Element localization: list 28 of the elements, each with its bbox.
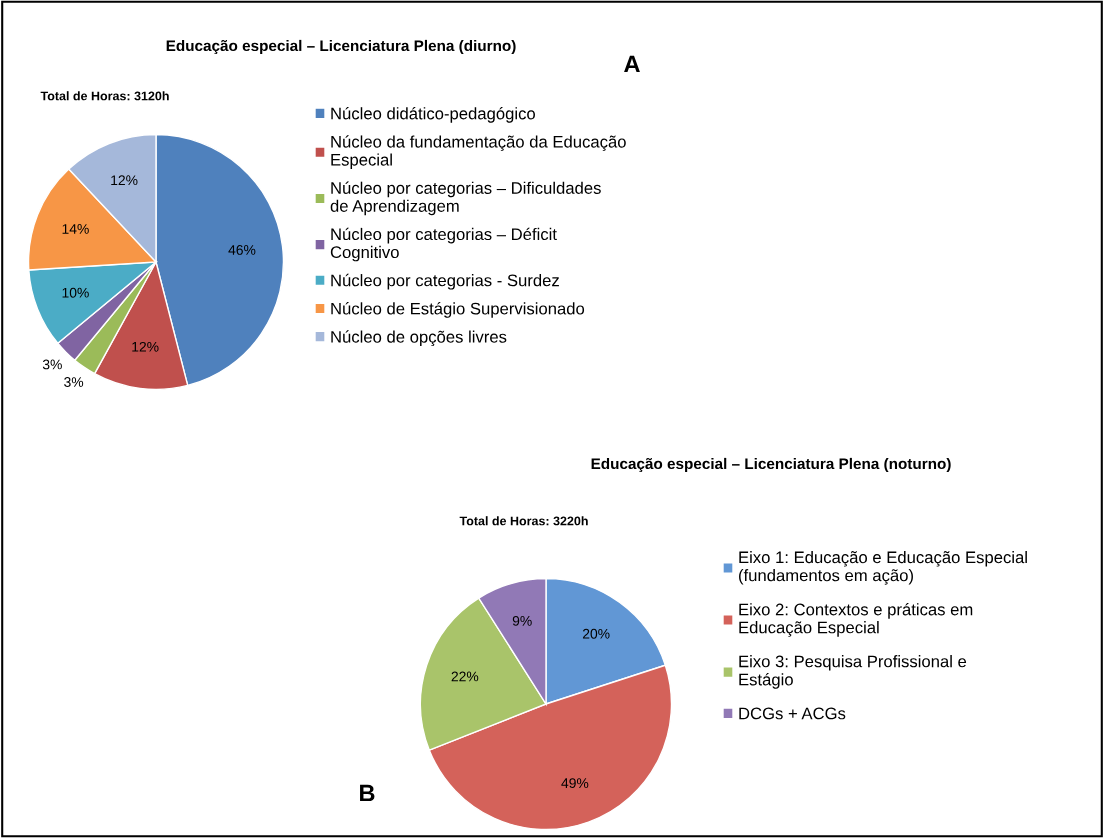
legend-label: Núcleo didático-pedagógico (331, 107, 535, 123)
data-label: 20% (582, 628, 610, 639)
chart-title: Educação especial – Licenciatura Plena (noturno) (591, 457, 951, 473)
text: Total de Horas: 3120h (40, 91, 169, 101)
data-label: 9% (512, 615, 532, 626)
legend-label: Eixo 2: Contextos e práticas em Educação Especial (739, 602, 973, 637)
data-label: 3% (42, 359, 62, 370)
data-label: 12% (111, 175, 138, 186)
data-label: 14% (62, 224, 89, 234)
data-label: 3% (64, 377, 84, 387)
legend-label: Núcleo por categorias – Déficit Cognitivo (330, 227, 557, 262)
legend-label: Eixo 3: Pesquisa Profissional e Estágio (739, 655, 967, 689)
text: Total de Horas: 3220h (459, 516, 588, 526)
chart-title: Educação especial – Licenciatura Plena (diurno) (166, 39, 516, 55)
data-label: 12% (132, 341, 159, 352)
legend-label: DCGs + ACGs (739, 707, 846, 720)
text: A (624, 55, 640, 73)
legend-label: Núcleo de Estágio Supervisionado (331, 302, 585, 318)
legend-label: Núcleo por categorias - Surdez (331, 273, 559, 290)
data-label: 22% (451, 671, 479, 682)
legend-label: Eixo 1: Educação e Educação Especial (fundamentos em ação) (739, 551, 1027, 585)
data-label: 46% (228, 245, 256, 255)
text: B (360, 784, 375, 802)
legend-label: Núcleo da fundamentação da Educação Especial (331, 135, 626, 169)
legend-label: Núcleo de opções livres (331, 330, 507, 347)
data-label: 49% (561, 778, 589, 789)
data-label: 10% (62, 287, 89, 298)
legend-label: Núcleo por categorias – Dificuldades de Aprendizagem (330, 181, 601, 216)
